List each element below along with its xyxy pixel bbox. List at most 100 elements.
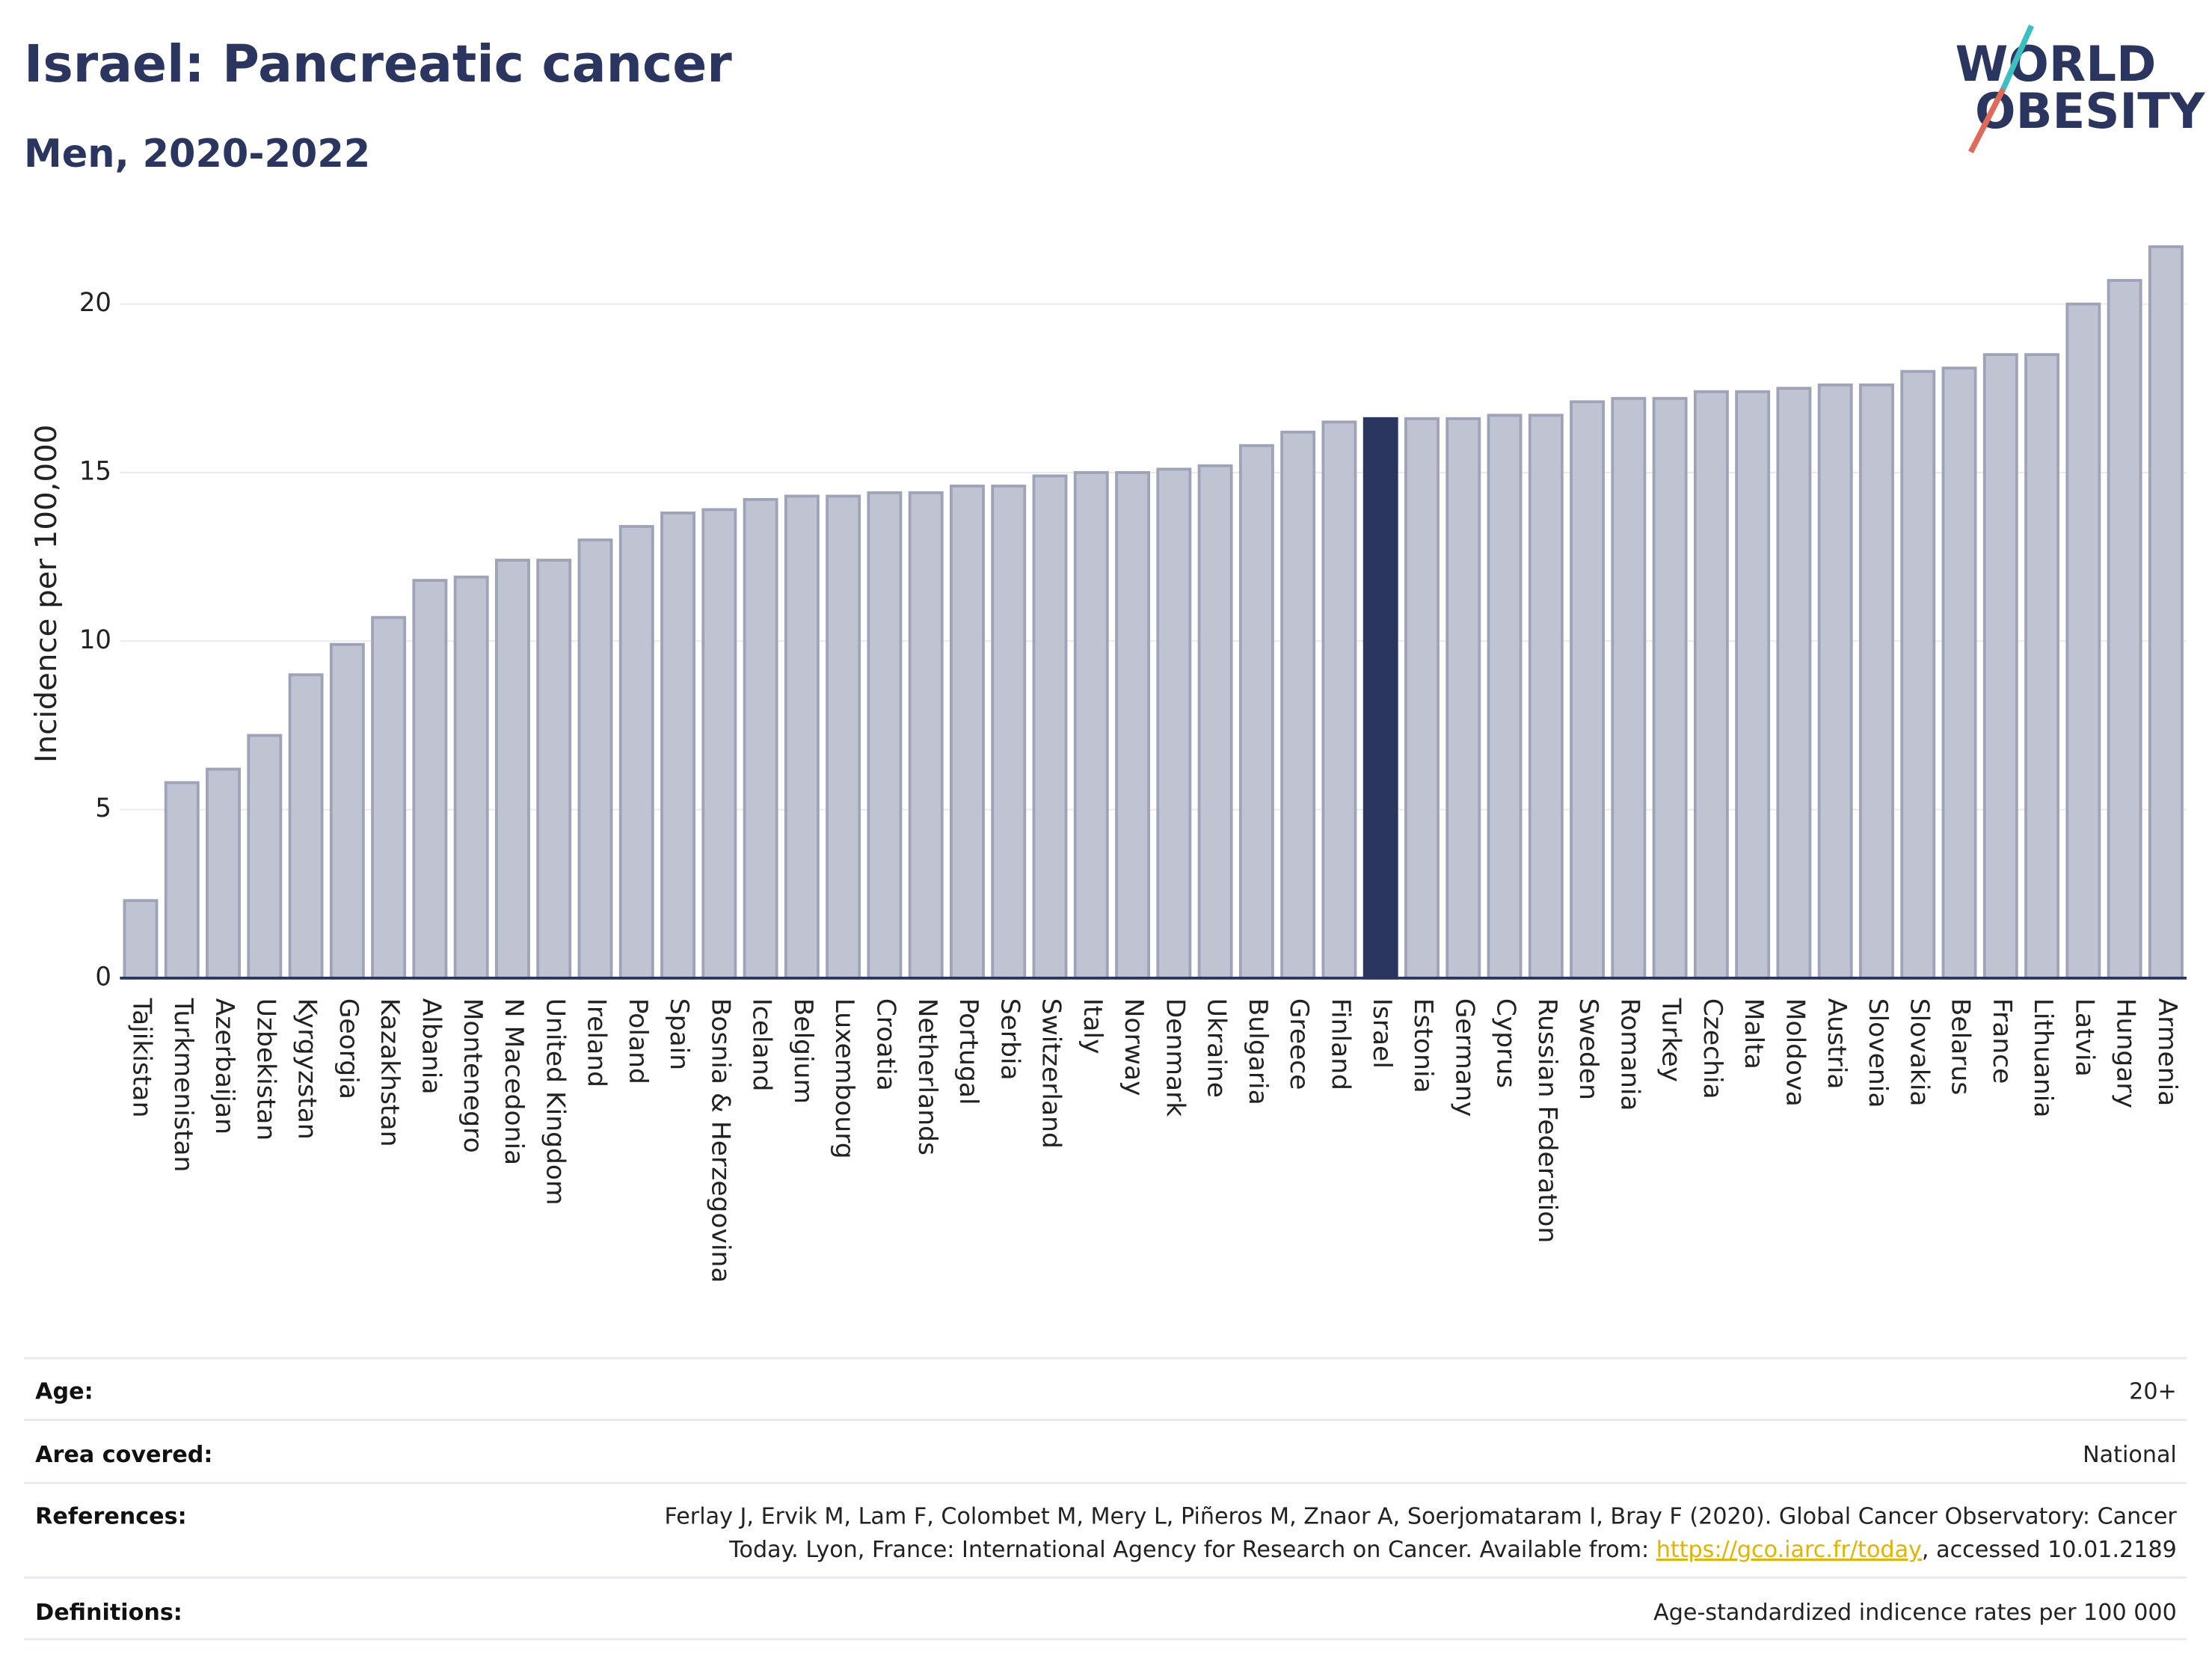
x-tick-label: United Kingdom	[540, 998, 570, 1206]
x-tick-label: Uzbekistan	[251, 998, 280, 1141]
bar	[1570, 400, 1606, 980]
bar	[1735, 390, 1771, 980]
x-tick-label: Estonia	[1408, 998, 1438, 1093]
bar	[826, 494, 861, 980]
x-tick-label: Austria	[1822, 998, 1852, 1090]
footer-label: References:	[35, 1503, 186, 1529]
x-tick-label: Kyrgyzstan	[292, 998, 322, 1140]
bar	[1982, 353, 2018, 980]
x-tick-label: Albania	[417, 998, 446, 1095]
y-tick-label: 15	[79, 456, 111, 486]
x-tick-label: Israel	[1367, 998, 1397, 1069]
bar	[164, 781, 200, 980]
x-tick-label: Tajikistan	[127, 998, 157, 1118]
bar	[784, 494, 820, 980]
bar	[2107, 279, 2142, 980]
bar	[1238, 443, 1274, 980]
y-tick-label: 0	[95, 962, 111, 992]
logo-text: WORLD	[1956, 36, 2157, 93]
x-tick-label: Finland	[1326, 998, 1356, 1090]
bar	[1611, 396, 1647, 980]
bar	[247, 734, 283, 980]
bar	[1693, 390, 1729, 980]
chart-subtitle: Men, 2020-2022	[24, 132, 370, 176]
bar	[371, 615, 407, 980]
x-tick-label: Iceland	[747, 998, 777, 1092]
footer-text: , accessed 10.01.2189	[1922, 1536, 2177, 1562]
bar	[1073, 470, 1109, 980]
x-tick-label: Serbia	[995, 998, 1024, 1081]
bar	[1776, 387, 1812, 980]
bar	[1446, 417, 1481, 980]
x-tick-label: Norway	[1119, 998, 1149, 1096]
x-tick-label: Lithuania	[2028, 998, 2058, 1118]
footer-label: Age:	[35, 1378, 93, 1404]
x-tick-label: Cyprus	[1491, 998, 1521, 1088]
bar	[412, 579, 448, 980]
bar	[1156, 467, 1192, 980]
bar	[329, 642, 365, 980]
bar	[1528, 414, 1564, 980]
chart-title: Israel: Pancreatic cancer	[24, 34, 732, 94]
x-tick-label: Ukraine	[1202, 998, 1232, 1098]
bar	[950, 484, 985, 980]
x-tick-label: N Macedonia	[499, 998, 529, 1165]
x-tick-label: Switzerland	[1036, 998, 1066, 1149]
bar	[991, 484, 1027, 980]
footer-value: Age-standardized indicence rates per 100…	[1653, 1600, 2177, 1626]
y-tick-label: 10	[79, 625, 111, 655]
x-tick-label: Ireland	[582, 998, 612, 1087]
bar	[701, 508, 737, 980]
bar	[123, 899, 159, 980]
bar	[1321, 420, 1357, 980]
x-tick-label: Kazakhstan	[375, 998, 405, 1147]
bar	[1032, 474, 1068, 980]
bar	[2148, 245, 2184, 980]
bar	[1362, 417, 1398, 980]
x-tick-label: Netherlands	[912, 998, 942, 1155]
footer-value: Today. Lyon, France: International Agenc…	[728, 1536, 2177, 1562]
bar	[1941, 366, 1977, 980]
x-tick-label: Montenegro	[458, 998, 488, 1153]
y-axis-label: Incidence per 100,000	[29, 425, 64, 763]
x-tick-label: Bulgaria	[1243, 998, 1273, 1105]
x-tick-label: Malta	[1739, 998, 1769, 1069]
bar	[495, 559, 530, 980]
x-tick-label: Slovenia	[1863, 998, 1893, 1108]
x-tick-label: Turkmenistan	[168, 998, 198, 1173]
x-tick-label: Czechia	[1698, 998, 1727, 1099]
x-tick-label: Turkey	[1656, 998, 1686, 1082]
bar	[743, 498, 778, 980]
bar	[1115, 470, 1151, 980]
x-tick-label: Denmark	[1160, 998, 1190, 1117]
x-tick-label: Germany	[1449, 998, 1479, 1117]
bar	[288, 673, 324, 980]
bar	[1859, 383, 1894, 980]
x-tick-label: Hungary	[2111, 998, 2141, 1108]
x-tick-label: Bosnia & Herzegovina	[705, 998, 735, 1283]
footer-value: National	[2083, 1442, 2177, 1468]
x-tick-label: Greece	[1284, 998, 1314, 1090]
y-tick-label: 20	[79, 288, 111, 318]
bar	[2024, 353, 2060, 980]
footer-value: 20+	[2129, 1378, 2177, 1404]
bar	[867, 491, 903, 980]
x-tick-label: Russian Federation	[1532, 998, 1562, 1243]
footer-label: Area covered:	[35, 1442, 212, 1468]
x-tick-label: Georgia	[334, 998, 363, 1099]
x-tick-label: Belgium	[788, 998, 818, 1104]
bar	[453, 575, 489, 980]
footer-value: Ferlay J, Ervik M, Lam F, Colombet M, Me…	[665, 1503, 2178, 1529]
x-tick-label: Azerbaijan	[209, 998, 239, 1134]
x-tick-label: Romania	[1615, 998, 1644, 1111]
x-tick-label: Armenia	[2152, 998, 2182, 1107]
logo-slash	[1968, 87, 2006, 154]
x-tick-label: Slovakia	[1904, 998, 1934, 1107]
x-tick-label: Spain	[664, 998, 694, 1070]
bar	[1900, 369, 1936, 980]
x-tick-label: Italy	[1078, 998, 1107, 1054]
x-tick-label: Belarus	[1946, 998, 1976, 1096]
bar	[1280, 430, 1316, 980]
bar	[1487, 414, 1523, 980]
